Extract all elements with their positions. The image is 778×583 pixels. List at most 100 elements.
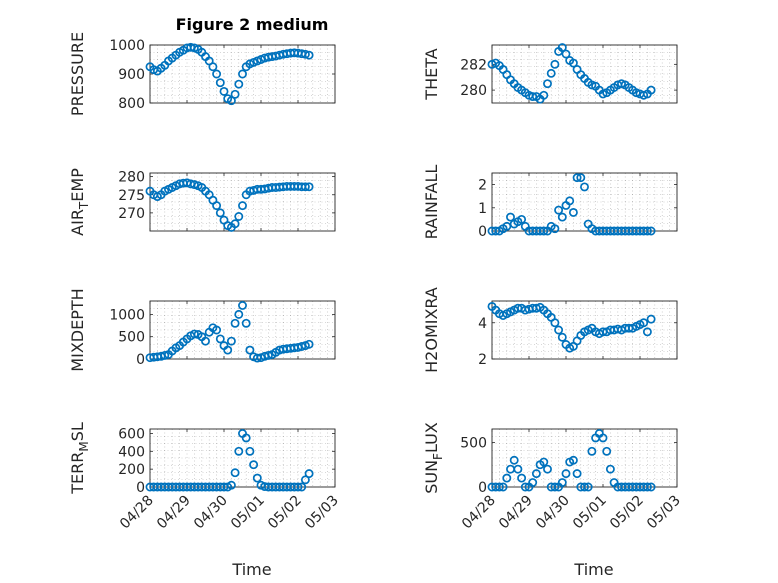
data-point bbox=[557, 478, 567, 487]
y-tick-label: 500 bbox=[118, 330, 145, 346]
data-point bbox=[160, 350, 170, 360]
data-point bbox=[646, 226, 656, 236]
data-point bbox=[226, 336, 236, 346]
x-axis-label-right: Time bbox=[573, 560, 613, 579]
y-tick-label: 1 bbox=[478, 201, 487, 217]
data-point bbox=[234, 212, 244, 221]
data-point bbox=[502, 473, 512, 483]
data-point bbox=[238, 201, 247, 211]
data-point bbox=[642, 327, 652, 337]
data-point bbox=[568, 58, 578, 68]
y-tick-label: 200 bbox=[118, 462, 145, 478]
y-tick-label: 2 bbox=[478, 178, 487, 194]
data-point bbox=[568, 207, 578, 217]
x-tick-label: 05/01 bbox=[570, 493, 610, 533]
data-point bbox=[245, 446, 255, 456]
data-point bbox=[300, 475, 310, 485]
data-point bbox=[230, 318, 240, 328]
data-point bbox=[189, 180, 199, 190]
data-point bbox=[646, 482, 656, 492]
data-point bbox=[219, 86, 229, 96]
y-tick-label: 0 bbox=[136, 352, 145, 368]
data-point bbox=[550, 482, 560, 492]
data-point bbox=[580, 182, 589, 192]
data-point bbox=[212, 325, 222, 335]
data-point bbox=[226, 96, 236, 106]
data-point bbox=[546, 68, 556, 78]
data-point bbox=[208, 62, 218, 72]
data-point bbox=[245, 345, 255, 355]
data-point bbox=[234, 79, 244, 89]
data-point bbox=[215, 334, 225, 344]
y-axis-label: AIRTEMP bbox=[68, 168, 91, 236]
y-tick-label: 4 bbox=[478, 316, 487, 332]
data-point bbox=[502, 221, 512, 231]
data-point bbox=[241, 318, 251, 328]
data-point bbox=[491, 226, 501, 236]
subplot-3: 270 275 280 AIRTEMP bbox=[68, 168, 336, 236]
data-point bbox=[212, 201, 222, 211]
data-point bbox=[304, 182, 314, 192]
data-point bbox=[498, 482, 508, 492]
y-axis-label: H2OMIXRA bbox=[422, 287, 441, 373]
data-point bbox=[300, 182, 310, 192]
axes-frame bbox=[491, 428, 678, 488]
data-point bbox=[554, 325, 564, 335]
data-point bbox=[304, 469, 314, 479]
data-point bbox=[642, 226, 652, 236]
figure-title: Figure 2 medium bbox=[176, 15, 329, 34]
y-tick-label: 600 bbox=[118, 426, 145, 442]
data-point bbox=[550, 318, 560, 328]
data-point bbox=[639, 318, 649, 328]
data-point bbox=[561, 469, 571, 479]
data-point bbox=[520, 482, 530, 492]
data-point bbox=[494, 482, 504, 492]
y-tick-label: 800 bbox=[118, 96, 145, 112]
x-tick-label: 05/03 bbox=[644, 493, 684, 533]
x-tick-label: 04/28 bbox=[117, 493, 157, 533]
axes-frame bbox=[149, 300, 336, 360]
data-point bbox=[238, 301, 247, 310]
y-tick-label: 0 bbox=[136, 480, 145, 496]
subplot-1: 800 900 1000 PRESSURE bbox=[68, 32, 336, 116]
data-point bbox=[543, 79, 552, 89]
axes-frame bbox=[149, 172, 336, 232]
y-tick-label: 500 bbox=[460, 435, 487, 451]
y-tick-label: 2 bbox=[478, 352, 487, 368]
data-point bbox=[506, 464, 515, 474]
y-axis-label: RAINFALL bbox=[422, 165, 441, 240]
data-point bbox=[230, 89, 240, 99]
data-point bbox=[539, 457, 549, 467]
x-tick-label: 04/30 bbox=[191, 493, 231, 533]
subplot-2: 280 282 THETA bbox=[422, 43, 678, 104]
subplot-4: 0 1 2 RAINFALL bbox=[422, 165, 678, 240]
y-tick-label: 1000 bbox=[109, 307, 145, 323]
x-tick-label: 05/03 bbox=[302, 493, 342, 533]
data-point bbox=[598, 433, 608, 443]
y-tick-label: 275 bbox=[118, 188, 145, 204]
data-point bbox=[212, 69, 222, 79]
data-point bbox=[230, 219, 240, 229]
x-tick-label: 05/02 bbox=[265, 493, 305, 533]
data-point bbox=[509, 455, 519, 465]
data-point bbox=[642, 482, 652, 492]
axes-frame bbox=[491, 300, 678, 360]
data-point bbox=[550, 59, 560, 69]
data-point bbox=[249, 460, 259, 470]
data-point bbox=[583, 482, 593, 492]
data-point bbox=[223, 345, 233, 355]
y-tick-label: 0 bbox=[478, 480, 487, 496]
x-tick-label: 05/01 bbox=[228, 493, 268, 533]
data-point bbox=[561, 49, 571, 59]
data-point bbox=[568, 455, 578, 465]
data-point bbox=[539, 90, 549, 100]
x-tick-label: 04/29 bbox=[154, 493, 194, 533]
data-point bbox=[572, 173, 582, 183]
y-axis-label: TERRMSL bbox=[68, 422, 91, 495]
data-point bbox=[234, 446, 244, 456]
y-tick-label: 282 bbox=[460, 57, 487, 73]
data-point bbox=[234, 309, 244, 319]
data-point bbox=[576, 173, 586, 183]
y-axis-label: THETA bbox=[422, 48, 441, 100]
